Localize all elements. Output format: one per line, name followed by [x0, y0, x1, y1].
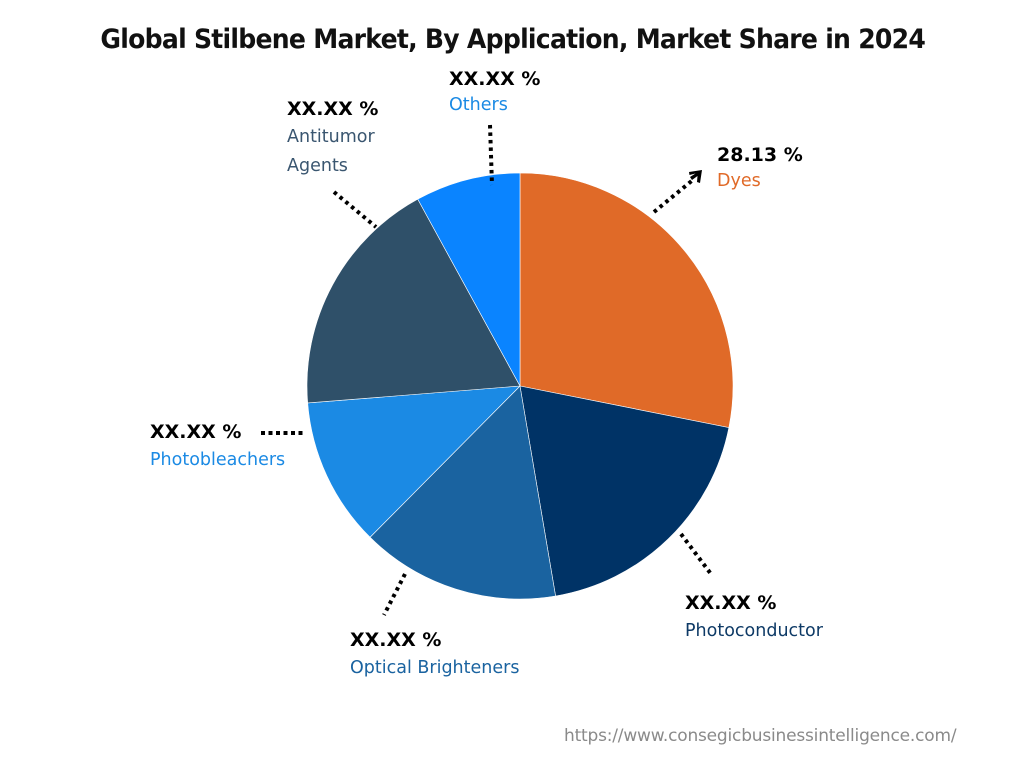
label-photoconductor-value: XX.XX %: [685, 592, 777, 614]
label-optical-brighteners: XX.XX % Optical Brighteners: [350, 627, 519, 683]
label-dyes: 28.13 % Dyes: [717, 142, 803, 193]
label-photobleachers-value: XX.XX %: [150, 421, 242, 443]
leader-line-antitumor: [332, 190, 378, 229]
pie-slice-optical-brighteners: [369, 385, 556, 600]
pie-slice-photoconductor: [519, 385, 730, 597]
leader-lines: [261, 124, 713, 616]
label-photoconductor: XX.XX % Photoconductor: [685, 590, 823, 646]
label-antitumor-agents: XX.XX % Antitumor Agents: [287, 96, 378, 181]
leader-line-photoconductor: [679, 532, 713, 576]
leader-line-dyes: [652, 177, 696, 214]
label-dyes-value: 28.13 %: [717, 144, 803, 166]
leader-line-others: [488, 124, 494, 186]
label-antitumor-agents-value: XX.XX %: [287, 98, 379, 120]
pie-slice-photobleachers: [307, 385, 521, 538]
label-dyes-name: Dyes: [717, 171, 761, 191]
leader-line-optical-brighteners: [382, 573, 407, 616]
chart-title: Global Stilbene Market, By Application, …: [100, 24, 926, 55]
arrowhead-icon: [689, 170, 702, 183]
label-photobleachers-name: Photobleachers: [150, 450, 286, 470]
pie-slices: [306, 172, 734, 600]
label-others-name: Others: [449, 95, 508, 115]
pie-slice-others: [417, 172, 521, 387]
label-others: XX.XX % Others: [449, 66, 540, 117]
source-url: https://www.consegicbusinessintelligence…: [564, 726, 957, 746]
label-others-value: XX.XX %: [449, 68, 541, 90]
pie-slice-dyes: [519, 172, 734, 428]
label-optical-brighteners-name: Optical Brighteners: [350, 658, 520, 678]
pie-slice-antitumor-agents: [306, 198, 521, 404]
label-antitumor-agents-name-line2: Agents: [287, 156, 348, 176]
label-photobleachers: XX.XX % Photobleachers: [150, 419, 285, 475]
label-antitumor-agents-name-line1: Antitumor: [287, 127, 375, 147]
label-photoconductor-name: Photoconductor: [685, 621, 823, 641]
label-optical-brighteners-value: XX.XX %: [350, 629, 442, 651]
